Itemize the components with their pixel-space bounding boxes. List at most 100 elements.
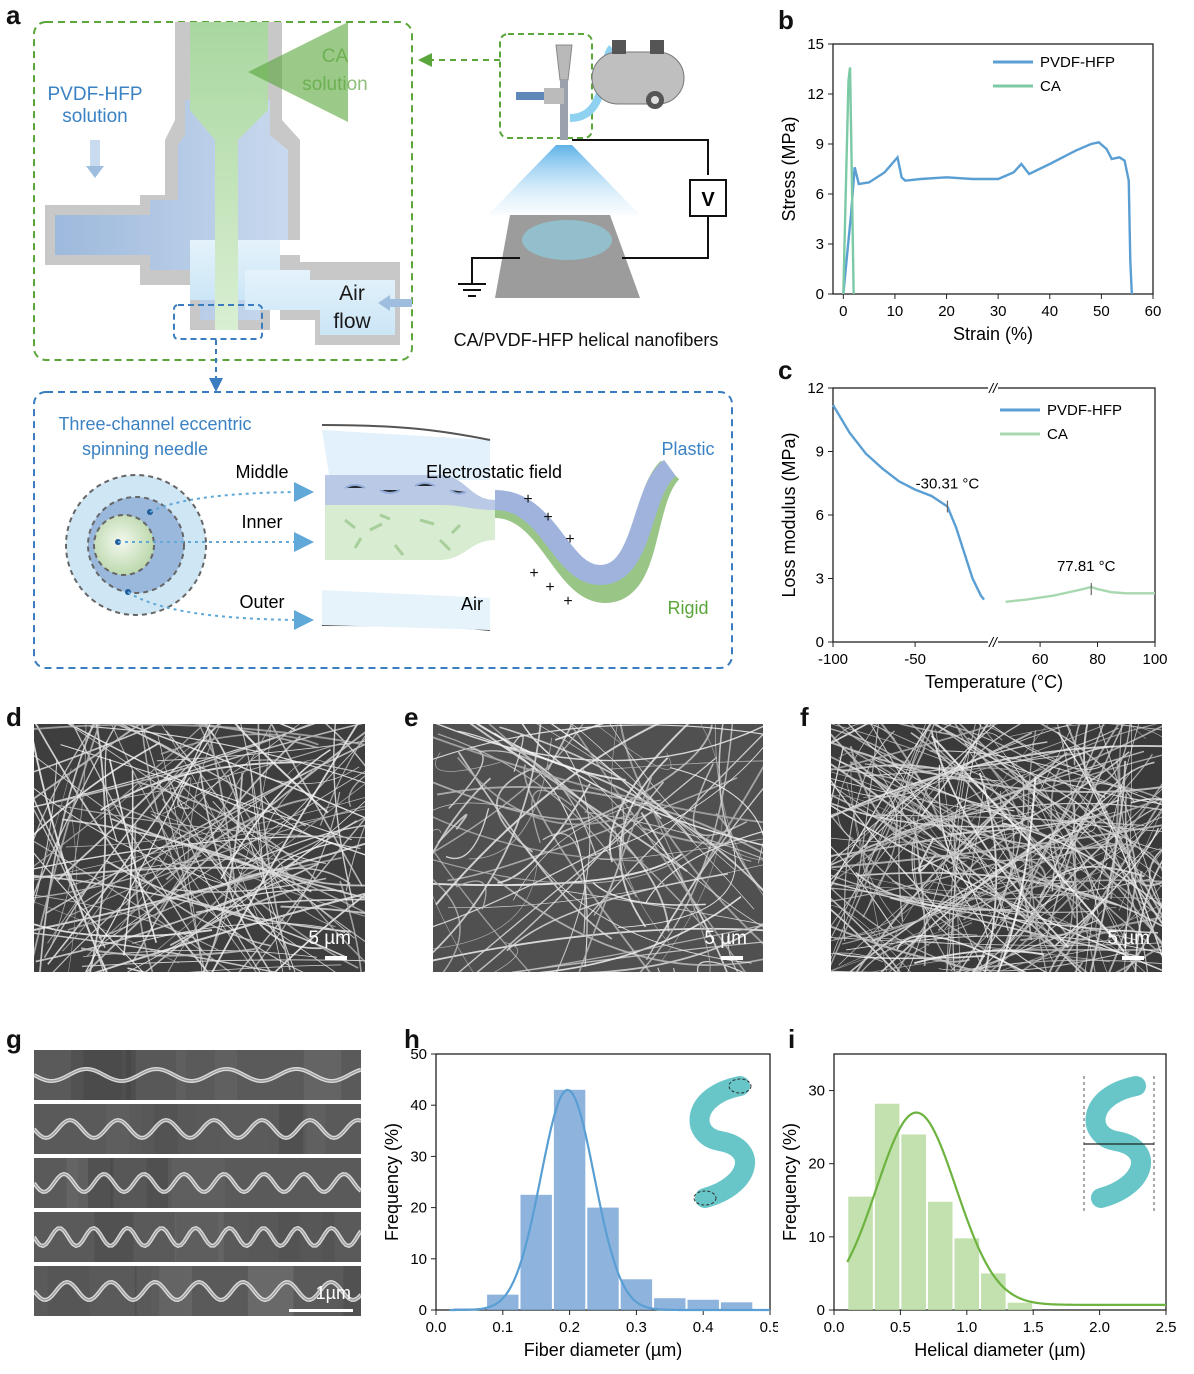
chart-h-bar <box>620 1279 653 1310</box>
panel-label-f: f <box>800 702 809 732</box>
chart-c-xlabel: Temperature (°C) <box>925 672 1063 692</box>
chart-i-xtick-label: 1.5 <box>1023 1319 1044 1336</box>
sem-e-fiber <box>437 813 468 844</box>
sem-e-fiber <box>538 896 742 972</box>
electrospinning-apparatus: V <box>458 33 727 298</box>
sem-e-fiber <box>609 724 752 862</box>
sem-f-fiber <box>1139 870 1162 887</box>
sem-f-fiber <box>831 728 922 781</box>
panel-label-h: h <box>404 1024 420 1054</box>
chart-b-ytick-label: 3 <box>816 236 824 253</box>
sem-image-e: 5 µm <box>433 724 763 972</box>
sem-e-fiber <box>433 736 763 824</box>
sem-d-fiber <box>34 808 105 972</box>
sem-d-fiber <box>274 867 365 887</box>
chart-h-bar <box>687 1299 719 1310</box>
sem-d-fiber <box>124 724 365 819</box>
sem-e-fiber <box>458 756 718 972</box>
sem-e-fiber <box>611 724 670 944</box>
sem-f-fiber <box>855 751 1068 972</box>
sem-image-g: 1µm <box>32 1050 393 1322</box>
chart-h-xtick-label: 0.3 <box>626 1319 647 1336</box>
sem-e-fiber <box>496 766 536 853</box>
sem-e-fiber <box>511 941 763 972</box>
sem-d-fiber <box>49 724 87 949</box>
sem-d-fiber <box>287 759 335 775</box>
sem-f-fiber <box>910 724 1162 956</box>
sem-f-fiber <box>898 724 933 922</box>
sem-f-fiber <box>988 724 1105 771</box>
sem-g-shading <box>220 1104 270 1154</box>
chart-b-legend-label: CA <box>1040 78 1061 95</box>
sem-e-fiber <box>433 845 608 928</box>
sem-d-fiber <box>157 855 304 972</box>
sem-d-fiber <box>34 894 220 952</box>
sem-f-fiber <box>1139 850 1162 881</box>
scale-label-g: 1µm <box>315 1283 351 1303</box>
chart-h-ytick-label: 20 <box>410 1200 427 1217</box>
sem-e-fiber <box>433 724 542 954</box>
sem-d-fiber <box>34 724 142 800</box>
sem-f-fiber <box>831 741 1162 793</box>
sem-g-shading <box>171 1158 226 1208</box>
chart-b-ytick-label: 0 <box>816 286 824 303</box>
chart-b-xtick-label: 60 <box>1145 303 1162 320</box>
air-flow-label-1: Air <box>339 282 365 305</box>
sem-d-fiber <box>348 775 365 808</box>
sem-f-fiber <box>963 918 1100 972</box>
sem-g-helical-fiber-core <box>33 1227 362 1247</box>
panel-label-g: g <box>6 1024 22 1054</box>
chart-i-xtick-label: 0.0 <box>824 1319 845 1336</box>
panel-label-c: c <box>778 355 793 385</box>
sem-f-fiber <box>831 746 845 805</box>
sem-f-fiber <box>986 816 1162 885</box>
sem-d-fiber <box>90 726 365 784</box>
sem-e-fiber <box>448 748 484 809</box>
chart-c-series-pvdf-hfp <box>831 404 986 601</box>
sem-d-fiber <box>333 724 355 906</box>
sem-f-fiber <box>1110 760 1120 900</box>
chart-h-fit-curve <box>449 1088 770 1312</box>
sem-g-shading <box>303 1050 342 1100</box>
sem-f-fiber <box>831 731 1033 817</box>
panel-label-e: e <box>404 702 419 732</box>
sem-d-fiber <box>192 724 318 749</box>
sem-f-fiber <box>968 810 1036 855</box>
sem-d-fiber <box>68 724 365 856</box>
sem-d-fiber <box>34 724 101 958</box>
sem-d-fiber <box>280 905 365 915</box>
sem-d-fiber <box>257 724 291 971</box>
sem-f-fiber <box>896 935 1027 972</box>
chart-h-ytick-label: 30 <box>410 1148 427 1165</box>
sem-d-fiber <box>162 724 300 815</box>
sem-d-fiber <box>246 906 323 950</box>
panel-label-d: d <box>6 702 22 732</box>
sem-e-fiber <box>526 848 752 964</box>
sem-e-fiber <box>639 724 734 972</box>
chart-b-xtick-label: 0 <box>839 303 847 320</box>
sem-f-fiber <box>831 754 1162 866</box>
chart-c-xtick-label: 100 <box>1142 651 1167 668</box>
sem-e-fiber <box>536 724 736 871</box>
sem-f-fiber <box>1020 916 1162 942</box>
chart-i-helical-diameter: 0.0 0.5 1.0 1.5 2.0 2.5 0 10 20 30 Helical diamete… <box>780 1053 1176 1360</box>
sem-f-fiber <box>1098 724 1162 909</box>
sem-d-fiber <box>100 725 218 820</box>
chart-i-xtick-label: 1.0 <box>956 1319 977 1336</box>
chart-h-ytick-label: 10 <box>410 1251 427 1268</box>
chart-i-bar <box>954 1238 980 1310</box>
sem-d-fiber <box>238 817 365 972</box>
voltage-label: V <box>701 189 715 211</box>
sem-d-fiber <box>165 797 309 881</box>
sem-d-fiber <box>108 758 158 943</box>
chart-i-bar <box>927 1201 953 1310</box>
chart-h-helix-body <box>689 1076 755 1208</box>
electrostatic-field-label: Electrostatic field <box>426 462 562 482</box>
sem-f-fiber <box>956 724 1022 781</box>
charge-plus-1: + <box>523 491 532 508</box>
needle-channel-frame <box>33 391 733 669</box>
sem-f-fiber <box>898 724 956 737</box>
sem-f-fiber <box>838 860 967 966</box>
sem-d-fiber <box>34 724 205 867</box>
sem-d-fiber <box>104 741 118 843</box>
